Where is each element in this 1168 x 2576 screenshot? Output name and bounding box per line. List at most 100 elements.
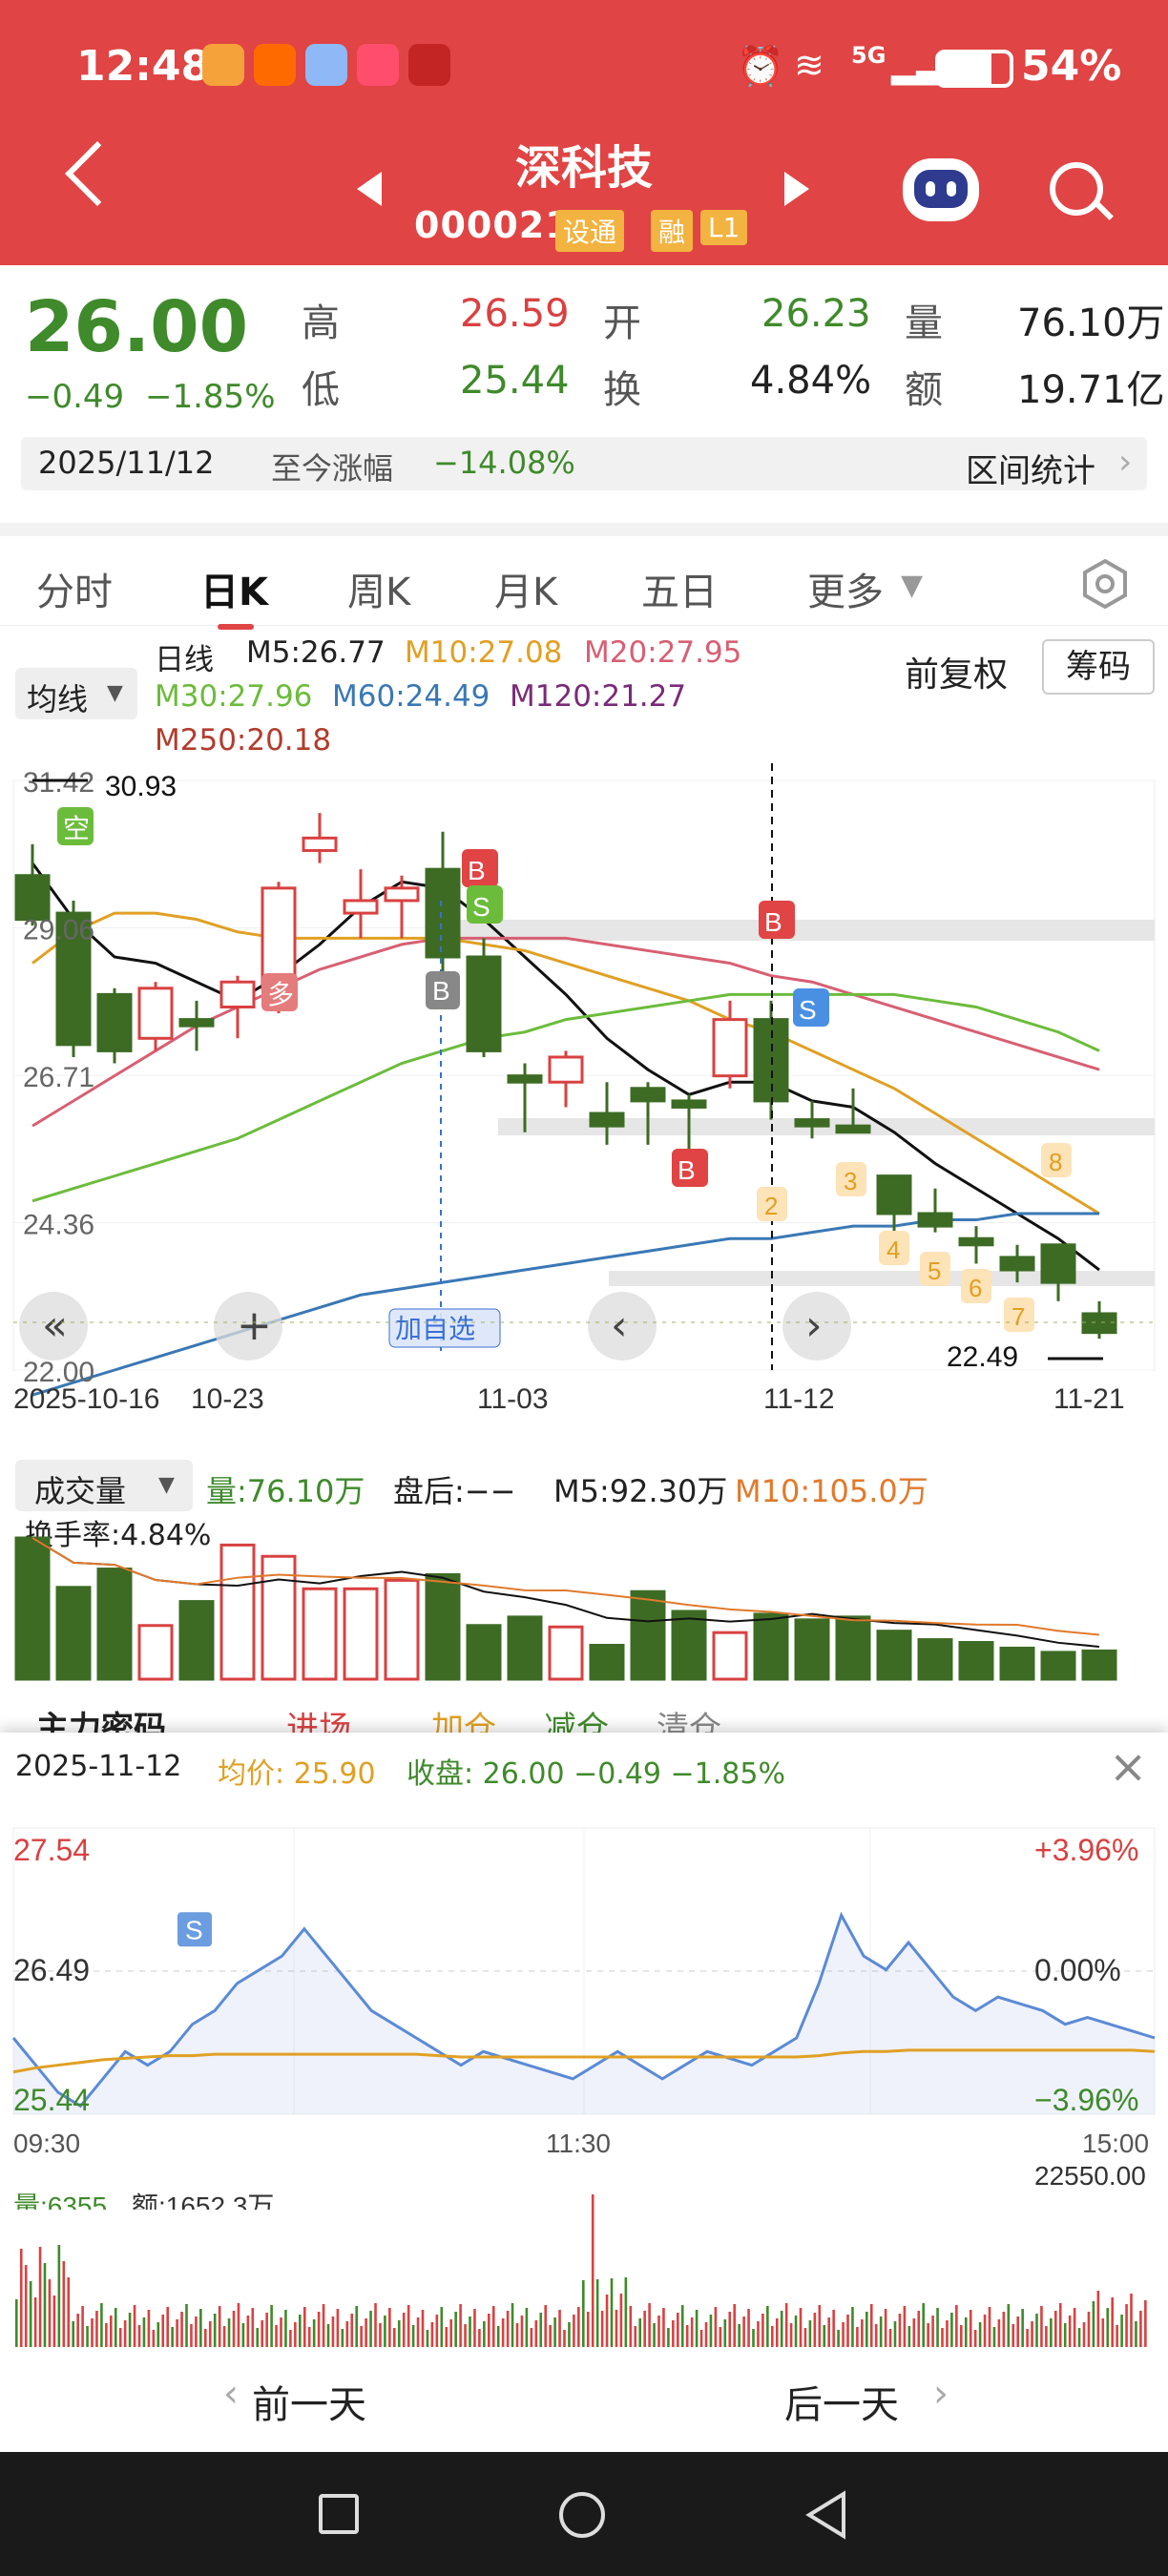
close-icon[interactable]: ×: [1109, 1740, 1148, 1794]
intraday-volume-bar: [384, 2316, 386, 2347]
intraday-volume-bar: [218, 2306, 221, 2347]
intraday-volume-bar: [95, 2311, 98, 2347]
intraday-volume-bar: [326, 2324, 330, 2347]
intraday-volume-bar: [771, 2326, 774, 2347]
tab-more[interactable]: 更多: [807, 571, 884, 614]
intraday-volume-bar: [156, 2322, 160, 2347]
intraday-y-right: +3.96%: [1034, 1833, 1138, 1867]
intraday-volume-bar: [591, 2194, 594, 2347]
intraday-volume-bar: [284, 2310, 287, 2347]
ma-selector[interactable]: 均线 ▼: [15, 668, 137, 719]
intraday-volume-bar: [67, 2277, 71, 2347]
tab-five-day[interactable]: 五日: [641, 571, 718, 614]
signal-badge: [759, 901, 795, 939]
candle-body: [835, 1124, 871, 1134]
intraday-volume-bar: [76, 2314, 79, 2347]
price-area: [13, 1915, 1155, 2114]
next-stock-icon[interactable]: [784, 172, 809, 206]
tab-month-k[interactable]: 月K: [494, 571, 558, 614]
prev-day-button[interactable]: 前一天: [252, 2383, 366, 2427]
intraday-volume-bar: [719, 2327, 722, 2347]
intraday-volume-bar: [445, 2327, 448, 2347]
intraday-volume-bar: [166, 2307, 169, 2347]
volume-bar: [219, 1543, 256, 1681]
intraday-volume-bar: [672, 2320, 675, 2347]
intraday-volume-bar: [416, 2317, 420, 2347]
candle-body: [1040, 1243, 1076, 1284]
tab-week-k[interactable]: 周K: [347, 571, 411, 614]
settings-icon[interactable]: [1078, 557, 1132, 611]
count-text: 7: [1012, 1302, 1025, 1331]
intraday-volume-bar: [402, 2313, 406, 2347]
prev-stock-icon[interactable]: [357, 172, 382, 206]
adjust-toggle[interactable]: 前复权: [905, 655, 1009, 695]
intraday-volume-bar: [360, 2326, 363, 2347]
chips-button[interactable]: 筹码: [1042, 639, 1155, 695]
interval-bar[interactable]: 2025/11/12 至今涨幅 −14.08% 区间统计 ›: [21, 437, 1147, 490]
next-day-button[interactable]: 后一天: [784, 2383, 899, 2427]
sheet-date: 2025-11-12: [15, 1750, 182, 1783]
count-text: 5: [928, 1257, 941, 1285]
intraday-volume-bar: [307, 2327, 311, 2347]
back-nav-icon[interactable]: [805, 2490, 847, 2540]
candle-body: [55, 911, 92, 1047]
intraday-volume-bar: [534, 2320, 538, 2347]
intraday-volume-bar: [501, 2318, 505, 2347]
volume-reading: 量:76.10万: [206, 1473, 365, 1509]
intraday-volume-bar: [1130, 2294, 1133, 2347]
robot-assistant-icon[interactable]: [903, 158, 979, 221]
recents-icon[interactable]: [319, 2494, 359, 2534]
volume-bar: [178, 1600, 215, 1681]
intraday-volume-bar: [866, 2312, 868, 2347]
intraday-volume-bar: [24, 2265, 28, 2347]
intraday-volume-bar: [506, 2311, 510, 2347]
interval-stats-button[interactable]: 区间统计: [966, 452, 1095, 490]
intraday-x-label: 11:30: [546, 2129, 611, 2158]
search-icon[interactable]: [1050, 162, 1103, 216]
intraday-volume-bar: [469, 2316, 471, 2347]
intraday-volume-bar: [780, 2311, 783, 2347]
intraday-volume-bar: [322, 2304, 325, 2347]
intraday-volume-bar: [690, 2317, 694, 2347]
intraday-volume-bar: [738, 2324, 740, 2347]
amount-label: 额: [905, 368, 943, 412]
intraday-volume-bar: [241, 2323, 245, 2347]
intraday-volume-bar: [955, 2305, 958, 2347]
intraday-volume-bar: [742, 2316, 745, 2347]
intraday-volume-bar: [294, 2322, 297, 2347]
intraday-volume-bar: [430, 2322, 434, 2347]
chart-nav-button: [588, 1292, 657, 1361]
intraday-volume-bar: [379, 2323, 382, 2347]
indicator-selector[interactable]: 成交量 ▼: [15, 1460, 193, 1511]
intraday-volume-bar: [648, 2303, 651, 2347]
kline-chart[interactable]: 31.4229.0626.7124.3622.0030.9322.49空多BSB…: [0, 763, 1168, 1412]
count-text: 4: [886, 1236, 900, 1264]
intraday-volume-bar: [213, 2314, 217, 2347]
last-price: 26.00: [25, 286, 249, 368]
intraday-volume-bar: [912, 2318, 916, 2347]
active-tab-indicator: [218, 624, 254, 630]
intraday-volume-bar: [1045, 2326, 1048, 2347]
intraday-volume-bar: [43, 2263, 47, 2347]
candle-body: [1081, 1312, 1117, 1335]
intraday-volume-bar: [922, 2303, 925, 2347]
tab-day-k[interactable]: 日K: [200, 571, 268, 614]
intraday-x-label: 15:00: [1082, 2129, 1149, 2158]
ma-line-m10: [31, 911, 1100, 1215]
intraday-volume-bar: [997, 2319, 1001, 2347]
intraday-chart[interactable]: 27.54 26.49 25.44 +3.96% 0.00% −3.96% S 09:30 11…: [0, 1799, 1168, 2210]
intraday-volume-bar: [936, 2308, 939, 2347]
caret-down-icon: ▼: [901, 569, 924, 602]
intraday-volume-bar: [978, 2322, 982, 2347]
home-icon[interactable]: [559, 2492, 605, 2538]
low-mark: 22.49: [947, 1341, 1018, 1373]
low-label: 低: [302, 368, 340, 412]
tab-fenshi[interactable]: 分时: [36, 571, 113, 614]
main-force-label[interactable]: 主力密码: [36, 1710, 166, 1733]
intraday-volume-bar: [388, 2308, 391, 2347]
intraday-volume-bar: [1087, 2312, 1091, 2347]
candle-body: [999, 1256, 1035, 1272]
intraday-volume-bar: [988, 2307, 991, 2347]
ma5-value: M5:26.77: [246, 635, 386, 670]
volume-bar: [835, 1615, 871, 1681]
